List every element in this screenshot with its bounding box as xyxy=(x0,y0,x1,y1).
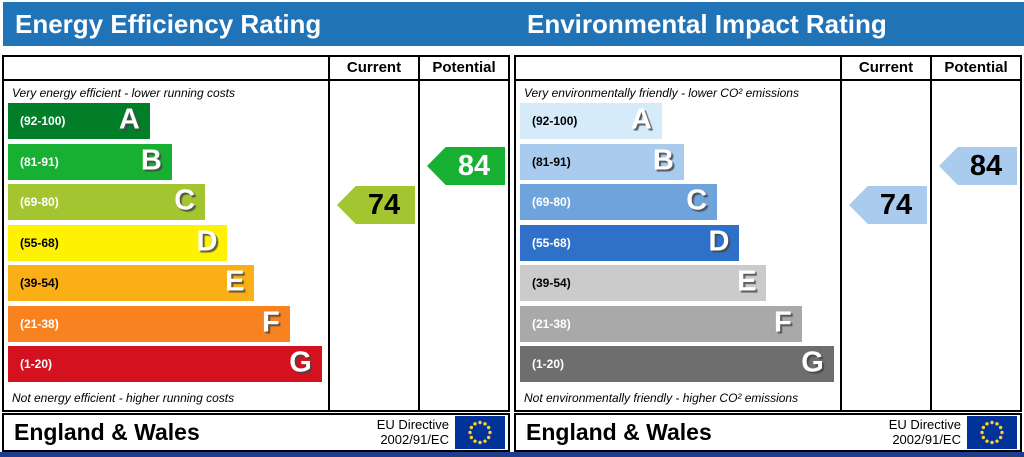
environmental-panel-title: Environmental Impact Rating xyxy=(527,9,887,39)
potential-rating-arrow: 84 xyxy=(427,147,505,185)
band-c: (69-80) C xyxy=(8,184,206,220)
band-b: (81-91) B xyxy=(520,143,684,180)
energy-bottom-note: Not energy efficient - higher running co… xyxy=(12,391,235,405)
band-c-range: (69-80) xyxy=(532,195,571,209)
band-a-letter: A xyxy=(630,103,652,136)
eu-directive-line2: 2002/91/EC xyxy=(892,431,961,447)
bottom-accent-strip xyxy=(0,452,1024,457)
energy-panel: Current Potential Very energy efficient … xyxy=(2,55,510,412)
environmental-panel-body: Very environmentally friendly - lower CO… xyxy=(516,81,1020,410)
band-c-letter: C xyxy=(686,184,708,217)
column-divider xyxy=(418,81,420,410)
band-f-letter: F xyxy=(774,306,792,339)
environmental-footer: England & Wales EU Directive 2002/91/EC xyxy=(514,413,1022,452)
band-e-letter: E xyxy=(225,265,245,298)
band-a-range: (92-100) xyxy=(532,114,578,128)
energy-column-header-row: Current Potential xyxy=(4,57,508,81)
region-label: England & Wales xyxy=(526,419,712,445)
band-d-range: (55-68) xyxy=(532,235,571,250)
band-g-range: (1-20) xyxy=(532,357,565,371)
potential-rating-value: 84 xyxy=(457,149,491,182)
potential-column-header: Potential xyxy=(930,57,1020,81)
eu-directive-line1: EU Directive xyxy=(888,416,961,432)
band-f-letter: F xyxy=(262,306,280,339)
energy-panel-body: Very energy efficient - lower running co… xyxy=(4,81,508,410)
band-g: (1-20) G xyxy=(8,346,322,382)
band-g-range: (1-20) xyxy=(20,357,53,371)
eu-directive-label: EU Directive 2002/91/EC xyxy=(888,416,967,448)
band-f: (21-38) F xyxy=(8,305,290,342)
energy-footer: England & Wales EU Directive 2002/91/EC xyxy=(2,413,510,452)
column-divider xyxy=(328,81,330,410)
energy-panel-title: Energy Efficiency Rating xyxy=(15,9,322,39)
eu-flag-icon xyxy=(967,416,1017,449)
band-b: (81-91) B xyxy=(8,143,172,180)
current-rating-value: 74 xyxy=(879,188,913,221)
band-b-range: (81-91) xyxy=(20,154,59,169)
band-d: (55-68) D xyxy=(520,224,740,261)
band-a-letter: A xyxy=(118,103,140,136)
eu-flag-icon xyxy=(455,416,505,449)
band-b-range: (81-91) xyxy=(532,154,571,169)
band-f-range: (21-38) xyxy=(20,316,59,331)
energy-top-note: Very energy efficient - lower running co… xyxy=(12,86,235,100)
potential-rating-arrow: 84 xyxy=(939,147,1017,185)
environmental-panel: Current Potential Very environmentally f… xyxy=(514,55,1022,412)
title-bar: Energy Efficiency Rating Environmental I… xyxy=(3,2,1024,46)
eu-directive-line1: EU Directive xyxy=(376,416,449,432)
band-g-letter: G xyxy=(289,346,312,379)
current-column-header: Current xyxy=(328,57,418,81)
band-g: (1-20) G xyxy=(520,346,834,382)
band-b-letter: B xyxy=(652,144,674,177)
band-d-range: (55-68) xyxy=(20,235,59,250)
band-a: (92-100) A xyxy=(520,103,662,139)
band-c-letter: C xyxy=(174,184,196,217)
band-d-letter: D xyxy=(708,225,730,258)
band-e-range: (39-54) xyxy=(20,276,59,290)
energy-bands: (92-100) A (81-91) B (69-80) C (55-68) D… xyxy=(8,103,326,387)
potential-column-header: Potential xyxy=(418,57,508,81)
band-f: (21-38) F xyxy=(520,305,802,342)
band-c: (69-80) C xyxy=(520,184,718,220)
environmental-bottom-note: Not environmentally friendly - higher CO… xyxy=(524,391,799,405)
band-d: (55-68) D xyxy=(8,224,228,261)
band-g-letter: G xyxy=(801,346,824,379)
current-column-header: Current xyxy=(840,57,930,81)
environmental-bands: (92-100) A (81-91) B (69-80) C (55-68) D… xyxy=(520,103,838,387)
current-rating-arrow: 74 xyxy=(849,186,927,224)
band-d-letter: D xyxy=(196,225,218,258)
eu-directive-line2: 2002/91/EC xyxy=(380,431,449,447)
band-e: (39-54) E xyxy=(8,265,255,301)
potential-rating-value: 84 xyxy=(969,149,1003,182)
column-divider xyxy=(840,81,842,410)
region-label: England & Wales xyxy=(14,419,200,445)
environmental-column-header-row: Current Potential xyxy=(516,57,1020,81)
band-e: (39-54) E xyxy=(520,265,767,301)
current-rating-value: 74 xyxy=(367,188,401,221)
current-rating-arrow: 74 xyxy=(337,186,415,224)
band-b-letter: B xyxy=(140,144,162,177)
column-divider xyxy=(930,81,932,410)
eu-directive-label: EU Directive 2002/91/EC xyxy=(376,416,455,448)
environmental-top-note: Very environmentally friendly - lower CO… xyxy=(524,86,799,100)
band-a-range: (92-100) xyxy=(20,114,66,128)
band-e-range: (39-54) xyxy=(532,276,571,290)
band-a: (92-100) A xyxy=(8,103,150,139)
band-e-letter: E xyxy=(737,265,757,298)
band-f-range: (21-38) xyxy=(532,316,571,331)
band-c-range: (69-80) xyxy=(20,195,59,209)
